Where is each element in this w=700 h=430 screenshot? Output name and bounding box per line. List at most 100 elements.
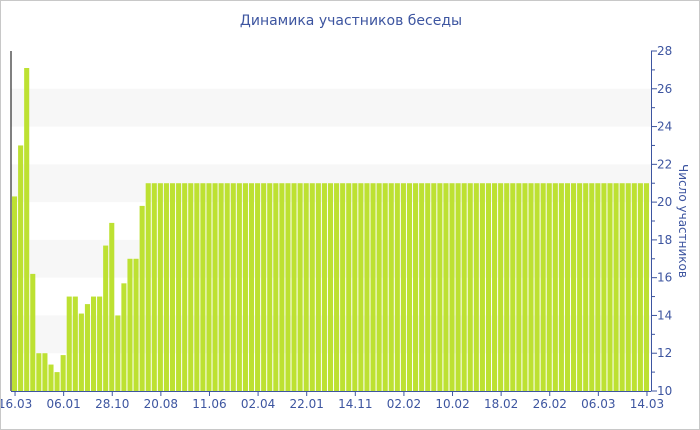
bar [127,258,133,391]
bar [534,183,540,391]
y-tick-label: 18 [657,233,672,247]
bar [194,183,200,391]
bar [498,183,504,391]
bar [595,183,601,391]
bar [492,183,498,391]
bar [218,183,224,391]
y-tick-label: 26 [657,82,672,96]
bar [267,183,273,391]
x-tick-label: 06.01 [46,397,80,411]
bar [437,183,443,391]
bar [242,183,248,391]
bar [376,183,382,391]
bar [133,258,139,391]
bar [583,183,589,391]
bar [169,183,176,391]
x-tick-label: 20.08 [144,397,178,411]
grid-band [11,88,651,127]
y-tick-label: 24 [657,120,672,134]
bar [139,205,145,391]
bar [315,183,321,391]
bar [388,183,394,391]
x-tick-label: 28.10 [95,397,129,411]
bar [188,183,194,391]
bar [60,355,66,391]
y-tick-label: 14 [657,308,672,322]
bar [309,183,315,391]
y-tick-label: 16 [657,271,672,285]
bar [291,183,297,391]
bar [461,183,467,391]
bar [163,183,169,391]
bar [151,183,157,391]
bar [352,183,358,391]
bar [273,183,279,391]
bar [206,183,212,391]
bar [400,183,406,391]
bar [334,183,340,391]
bar [528,183,534,391]
bar [109,222,115,391]
bar [230,183,236,391]
bar [200,183,206,391]
bar [212,183,218,391]
bar [619,183,625,391]
bar [157,183,163,391]
bar [637,183,643,391]
bar [406,183,413,391]
bar [42,353,48,391]
bar [571,183,577,391]
bar [103,245,109,391]
bar [613,183,619,391]
y-tick-label: 22 [657,157,672,171]
bar [394,183,400,391]
bar [413,183,419,391]
bar [297,183,303,391]
bar [97,296,103,391]
y-tick-label: 28 [657,44,672,58]
chart-title: Динамика участников беседы [239,13,463,29]
x-tick-label: 11.06 [192,397,226,411]
bar [601,183,607,391]
x-tick-label: 06.03 [581,397,615,411]
bar [255,183,261,391]
bar [419,183,425,391]
bar [261,183,267,391]
bar [425,183,431,391]
bar [522,183,528,391]
bar [577,183,583,391]
bar [30,273,36,391]
bar [479,183,485,391]
bar [631,183,637,391]
bar [589,183,595,391]
bar [473,183,479,391]
bar [327,183,334,391]
bar [303,183,309,391]
bar [504,183,510,391]
bar [443,183,449,391]
bar [78,313,84,391]
bar [540,183,546,391]
bar [558,183,564,391]
bar [18,145,24,391]
x-tick-label: 22.01 [290,397,324,411]
bar [643,183,649,391]
bar [236,183,242,391]
bar [370,183,376,391]
y-tick-label: 20 [657,195,672,209]
y-tick-label: 12 [657,346,672,360]
bar [321,183,327,391]
bar [358,183,364,391]
x-tick-label: 02.02 [387,397,421,411]
bar [224,183,230,391]
bar [340,183,346,391]
bar [510,183,516,391]
x-tick-label: 18.02 [484,397,518,411]
bar [248,183,255,391]
bar [66,296,72,391]
bar [84,304,90,391]
bar [24,68,30,391]
x-tick-label: 16.03 [1,397,32,411]
